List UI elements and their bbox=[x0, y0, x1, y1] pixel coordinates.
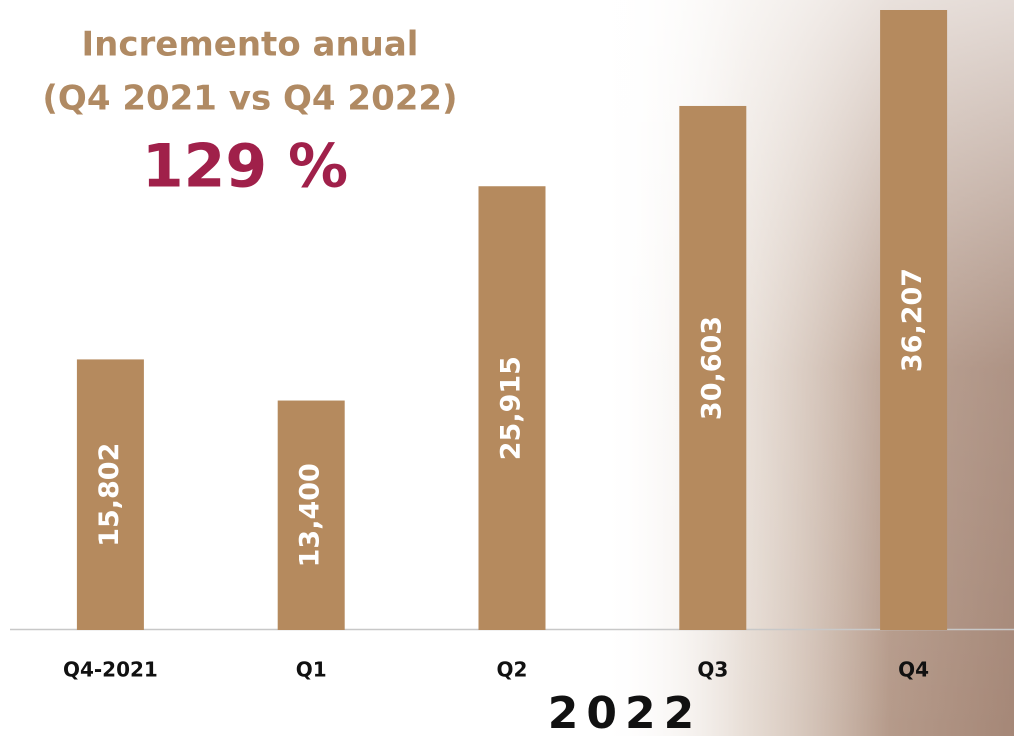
value-label: 30,603 bbox=[696, 316, 727, 420]
value-label: 36,207 bbox=[897, 268, 928, 372]
x-tick-label: Q4-2021 bbox=[63, 658, 158, 682]
bar bbox=[880, 10, 948, 630]
title-line: Incremento anual bbox=[82, 25, 419, 65]
bar bbox=[277, 400, 345, 630]
bar bbox=[679, 105, 747, 631]
value-label: 13,400 bbox=[295, 463, 326, 567]
x-tick-label: Q4 bbox=[898, 658, 929, 682]
x-tick-label: Q2 bbox=[497, 658, 528, 682]
x-tick-label: Q3 bbox=[697, 658, 728, 682]
value-label: 25,915 bbox=[496, 356, 527, 460]
value-label: 15,802 bbox=[94, 443, 125, 547]
background-fade bbox=[600, 0, 1014, 736]
annotation: 129 % bbox=[142, 132, 348, 202]
bar bbox=[478, 186, 546, 631]
x-tick-label: Q1 bbox=[296, 658, 327, 682]
title-line: (Q4 2021 vs Q4 2022) bbox=[42, 79, 457, 119]
bar bbox=[76, 359, 144, 630]
group-label: 2022 bbox=[548, 688, 702, 736]
